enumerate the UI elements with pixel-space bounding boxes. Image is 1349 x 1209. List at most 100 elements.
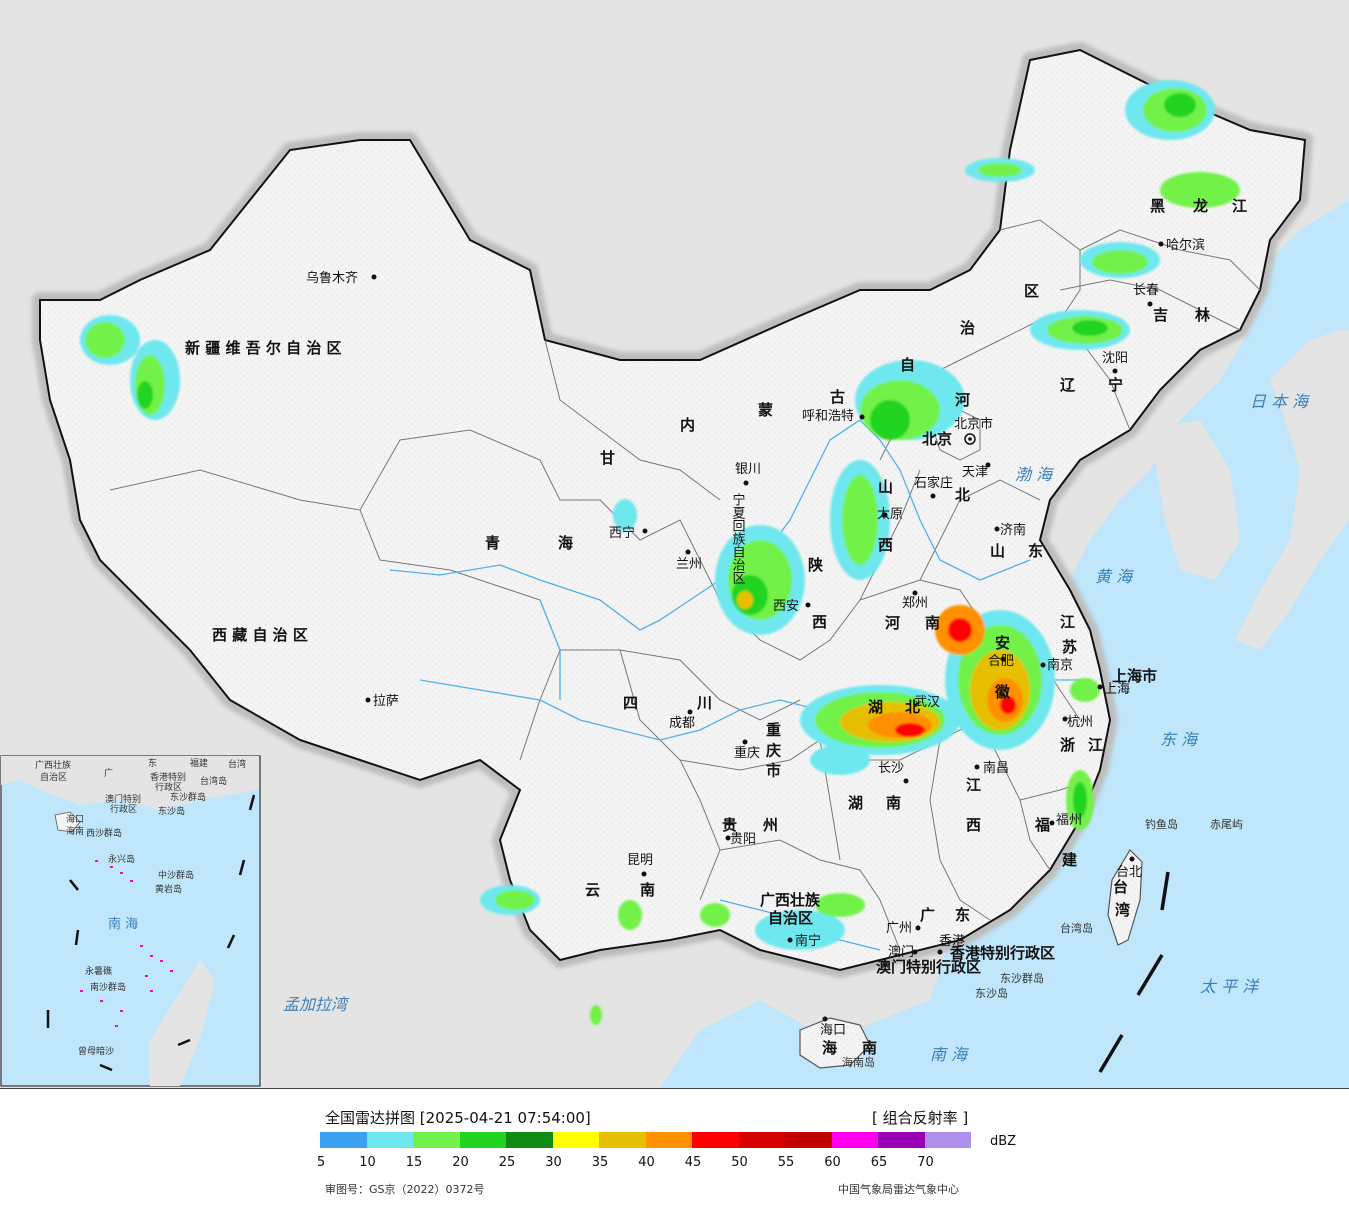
scale-tick-60: 60 (824, 1155, 841, 1170)
scale-tick-55: 55 (777, 1155, 795, 1170)
scale-tick-25: 25 (498, 1155, 516, 1170)
label-taiwan-a: 台 (1113, 878, 1128, 896)
legend-panel: 全国雷达拼图 [2025-04-21 07:54:00] [ 组合反射率 ] 5… (0, 1088, 1349, 1209)
label-fujian-b: 建 (1062, 851, 1078, 869)
label-nmg-c: 古 (830, 388, 845, 406)
label-hainan-a: 海 (822, 1039, 837, 1057)
city-nanchang: 南昌 (983, 760, 1009, 776)
inset-xisha: 西沙群岛 (86, 827, 122, 839)
city-aomen: 澳门 (888, 944, 914, 960)
city-chengdu: 成都 (669, 716, 695, 731)
label-ningxia: 宁夏回族自治区 (730, 492, 746, 584)
radar-echoes (80, 80, 1240, 1025)
label-hlj-c: 江 (1232, 197, 1247, 215)
label-guizhou-a: 贵 (722, 816, 737, 834)
sea-nanhai: 南 海 (930, 1045, 969, 1064)
label-nmg-a: 内 (680, 416, 695, 434)
scale-tick-50: 50 (731, 1155, 748, 1170)
island-dongsha-group: 东沙群岛 (1000, 971, 1044, 985)
scale-tick-45: 45 (684, 1155, 702, 1170)
label-xizang: 西 藏 自 治 区 (212, 626, 308, 644)
island-diaoyu: 钓鱼岛 (1145, 817, 1178, 831)
inset-guangxi: 广西壮族 (35, 759, 71, 771)
city-lanzhou: 兰州 (676, 557, 702, 572)
scale-tick-70: 70 (917, 1155, 934, 1170)
label-hlj-a: 黑 (1150, 197, 1165, 215)
sea-donghai: 东 海 (1160, 730, 1199, 749)
label-nmg-d: 自 (900, 356, 915, 374)
city-changchun: 长春 (1133, 283, 1159, 298)
city-changsha: 长沙 (878, 761, 904, 776)
label-nmg-f: 区 (1024, 282, 1039, 300)
island-taiwandao: 台湾岛 (1060, 921, 1093, 935)
city-lhasa: 拉萨 (373, 694, 399, 709)
label-shaanxi-a: 陕 (808, 556, 823, 574)
label-hunan-b: 南 (886, 794, 901, 812)
city-fuzhou: 福州 (1056, 813, 1082, 828)
scale-cell-13 (924, 1132, 971, 1148)
beijing-capital-dot (968, 437, 972, 441)
label-hainan-b: 南 (862, 1039, 877, 1057)
label-jilin-a: 吉 (1153, 306, 1168, 324)
label-qinghai-b: 海 (558, 534, 573, 552)
inset-huangyan: 黄岩岛 (155, 883, 182, 895)
city-nanning: 南宁 (795, 933, 821, 949)
label-sichuan-a: 四 (623, 694, 638, 712)
city-dots (365, 241, 1164, 1022)
inset-taiwandao: 台湾岛 (200, 775, 227, 787)
label-anhui-a: 安 (995, 634, 1010, 652)
boundary-dashes (1098, 871, 1170, 1073)
scale-cell-0 (320, 1132, 367, 1148)
label-zhejiang-b: 江 (1088, 736, 1103, 754)
label-guangdong-b: 东 (955, 906, 970, 924)
city-hefei: 合肥 (988, 654, 1014, 669)
sea-taipingyang: 太 平 洋 (1200, 977, 1260, 996)
label-jiangxi-b: 西 (966, 816, 981, 834)
hainan-island (799, 1017, 871, 1069)
label-qinghai-a: 青 (485, 534, 500, 552)
korea-japan (1150, 330, 1349, 650)
inset-nansha: 南沙群岛 (90, 981, 126, 993)
label-guangxi-b: 自治区 (768, 909, 813, 927)
inset-yongxing: 永兴岛 (108, 853, 135, 865)
inset-dong: 东 (148, 757, 157, 769)
city-taiyuan: 太原 (877, 507, 903, 522)
inset-macao: 澳门特别 (105, 793, 141, 805)
label-jiangsu-a: 江 (1060, 613, 1075, 631)
label-jilin-b: 林 (1195, 306, 1211, 324)
scale-tick-15: 15 (405, 1155, 423, 1170)
label-zhejiang-a: 浙 (1060, 736, 1075, 754)
city-zhengzhou: 郑州 (902, 596, 928, 611)
label-liaoning-a: 辽 (1060, 376, 1075, 394)
scale-tick-65: 65 (870, 1155, 888, 1170)
radar-title: 全国雷达拼图 [2025-04-21 07:54:00] (325, 1109, 591, 1127)
inset-nanhai: 南 海 (108, 916, 138, 932)
island-hainandao: 海南岛 (842, 1055, 875, 1069)
city-urumqi: 乌鲁木齐 (306, 270, 358, 286)
sea-mengjiala: 孟加拉湾 (283, 995, 350, 1014)
label-taiwan-b: 湾 (1115, 901, 1130, 919)
product-label: [ 组合反射率 ] (872, 1109, 969, 1127)
label-hunan-a: 湖 (848, 794, 863, 812)
scale-cell-12 (878, 1132, 925, 1148)
city-shanghai: 上海 (1104, 682, 1130, 697)
city-jinan: 济南 (1000, 522, 1026, 538)
label-macao-sar: 澳门特别行政区 (876, 958, 981, 976)
label-henan-a: 河 (885, 614, 900, 632)
label-hk-sar: 香港特别行政区 (950, 944, 1055, 962)
inset-hainan: 海南 (66, 825, 84, 837)
label-shanghai: 上海市 (1112, 667, 1157, 685)
label-shaanxi-b: 西 (812, 613, 827, 631)
label-hubei-a: 湖 (868, 698, 883, 716)
scale-cell-4 (506, 1132, 553, 1148)
label-hlj-b: 龙 (1192, 197, 1208, 215)
island-dongsha: 东沙岛 (975, 986, 1008, 1000)
south-china-sea-inset (0, 755, 261, 1087)
scale-tick-20: 20 (452, 1155, 469, 1170)
city-yinchuan: 银川 (735, 462, 761, 477)
city-chongqing: 重庆 (734, 745, 760, 761)
inset-taiwan: 台湾 (228, 758, 246, 770)
scale-cell-3 (459, 1132, 506, 1148)
inset-haikou: 海口 (66, 813, 84, 825)
sea-ribenhai: 日 本 海 (1250, 392, 1310, 411)
